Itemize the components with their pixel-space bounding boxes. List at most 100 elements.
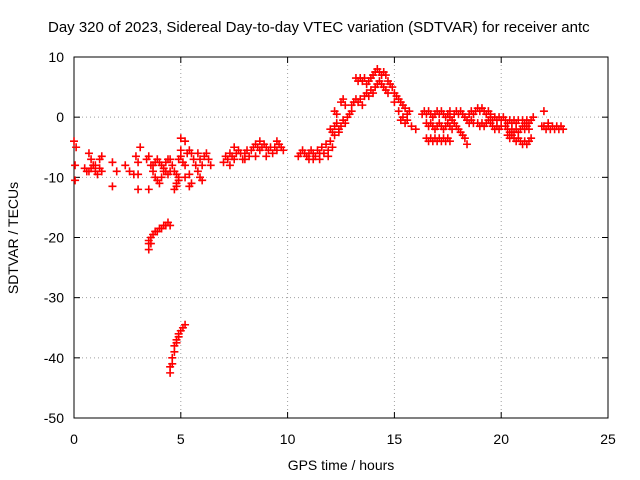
data-point <box>356 95 365 104</box>
data-point <box>108 158 117 167</box>
data-point <box>204 155 213 164</box>
data-point <box>97 167 106 176</box>
data-point <box>134 185 143 194</box>
data-point <box>176 146 185 155</box>
data-point <box>279 146 288 155</box>
data-point <box>337 122 345 131</box>
data-point <box>319 149 328 158</box>
data-point <box>255 137 264 146</box>
data-point <box>84 149 93 158</box>
data-point <box>358 101 367 110</box>
data-point <box>381 71 390 80</box>
data-point <box>181 173 190 182</box>
data-point <box>97 152 106 161</box>
data-point <box>225 161 234 170</box>
data-point <box>144 185 153 194</box>
data-point <box>539 107 548 116</box>
data-point <box>181 137 190 146</box>
y-tick-label: -40 <box>44 350 64 366</box>
y-axis-label: SDTVAR / TECUs <box>5 182 21 294</box>
x-axis-label: GPS time / hours <box>288 457 395 473</box>
data-point <box>168 353 177 362</box>
data-point <box>87 155 96 164</box>
data-point <box>166 155 175 164</box>
data-point <box>251 152 260 161</box>
data-point <box>272 137 281 146</box>
data-point <box>131 152 140 161</box>
data-point <box>390 98 399 107</box>
data-point <box>240 155 249 164</box>
data-point <box>87 164 96 173</box>
y-tick-label: 0 <box>56 109 64 125</box>
data-point <box>230 143 239 152</box>
y-tick-label: -10 <box>44 169 64 185</box>
data-point <box>388 83 397 92</box>
data-point <box>326 137 335 146</box>
data-point <box>328 143 337 152</box>
data-point <box>262 152 271 161</box>
data-point <box>72 143 81 152</box>
data-point <box>134 158 143 167</box>
data-point <box>463 140 472 149</box>
x-tick-label: 5 <box>177 431 185 447</box>
x-tick-label: 10 <box>280 431 296 447</box>
data-point <box>172 182 181 191</box>
chart-title: Day 320 of 2023, Sidereal Day-to-day VTE… <box>48 19 590 36</box>
data-point <box>71 161 80 170</box>
data-point <box>394 107 403 116</box>
data-point <box>121 161 130 170</box>
y-tick-label: -50 <box>44 410 64 426</box>
data-point <box>146 239 155 248</box>
data-point <box>544 119 553 128</box>
data-point <box>527 134 536 143</box>
data-point <box>198 176 207 185</box>
data-points <box>70 65 568 377</box>
y-tick-label: -20 <box>44 230 64 246</box>
data-point <box>70 137 78 146</box>
data-point <box>401 104 410 113</box>
data-point <box>460 134 469 143</box>
data-point <box>174 176 183 185</box>
data-point <box>193 149 202 158</box>
data-point <box>198 161 207 170</box>
data-point <box>341 119 350 128</box>
data-point <box>157 173 166 182</box>
data-point <box>445 137 454 146</box>
data-point <box>407 122 416 131</box>
y-tick-label: 10 <box>48 49 64 65</box>
data-point <box>369 89 378 98</box>
data-point <box>324 152 333 161</box>
data-point <box>529 113 538 122</box>
data-point <box>332 119 341 128</box>
data-point <box>268 149 277 158</box>
axis-ticks: 0 5 10 15 20 25 -50 -40 -30 -20 -10 0 10 <box>44 49 616 447</box>
x-tick-label: 25 <box>600 431 616 447</box>
data-point <box>315 155 324 164</box>
data-point <box>219 158 228 167</box>
data-point <box>328 128 337 137</box>
data-point <box>322 140 331 149</box>
data-point <box>339 95 348 104</box>
data-point <box>125 167 134 176</box>
data-point <box>193 167 202 176</box>
data-point <box>405 107 414 116</box>
data-point <box>181 320 190 329</box>
data-point <box>134 170 143 179</box>
data-point <box>71 176 80 185</box>
data-point <box>202 149 211 158</box>
data-point <box>411 125 420 134</box>
y-tick-label: -30 <box>44 290 64 306</box>
data-point <box>206 161 215 170</box>
data-point <box>136 143 145 152</box>
data-point <box>317 143 326 152</box>
data-point <box>181 161 190 170</box>
data-point <box>196 155 205 164</box>
data-point <box>91 161 100 170</box>
data-point <box>396 116 405 125</box>
data-point <box>168 161 177 170</box>
x-tick-label: 20 <box>493 431 509 447</box>
data-point <box>364 92 373 101</box>
data-point <box>112 167 121 176</box>
data-point <box>185 182 194 191</box>
